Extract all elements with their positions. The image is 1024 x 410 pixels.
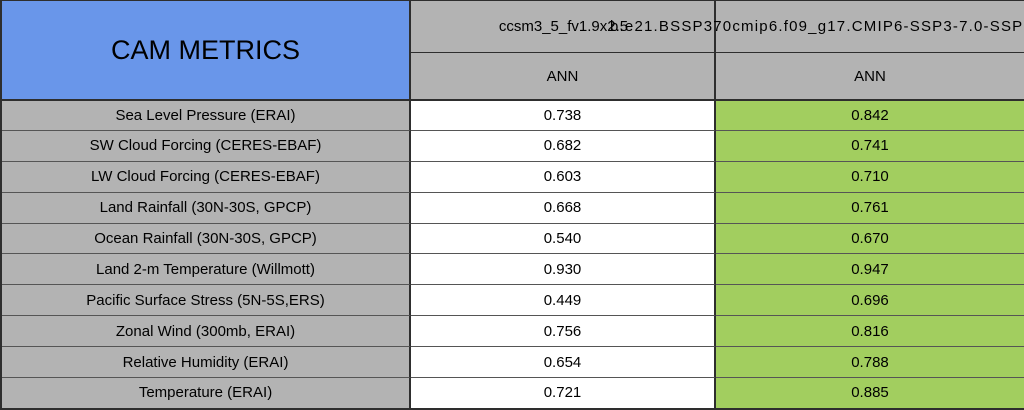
page-title: CAM METRICS	[2, 1, 411, 99]
value-model-2: 0.696	[716, 284, 1024, 316]
model-header-cell-1	[411, 1, 716, 52]
value-model-1: 0.930	[411, 253, 716, 285]
metric-label: LW Cloud Forcing (CERES-EBAF)	[2, 160, 411, 192]
value-model-1: 0.449	[411, 284, 716, 316]
metric-label: Zonal Wind (300mb, ERAI)	[2, 315, 411, 347]
metric-label: Relative Humidity (ERAI)	[2, 346, 411, 378]
value-model-1: 0.738	[411, 99, 716, 130]
season-header-1: ANN	[411, 52, 716, 99]
metric-label: Land Rainfall (30N-30S, GPCP)	[2, 191, 411, 223]
metric-label: Pacific Surface Stress (5N-5S,ERS)	[2, 284, 411, 316]
value-model-2: 0.885	[716, 377, 1024, 408]
metric-label: SW Cloud Forcing (CERES-EBAF)	[2, 129, 411, 161]
value-model-1: 0.756	[411, 315, 716, 347]
metric-label: Land 2-m Temperature (Willmott)	[2, 253, 411, 285]
season-header-2: ANN	[716, 52, 1024, 99]
value-model-2: 0.788	[716, 346, 1024, 378]
value-model-1: 0.721	[411, 377, 716, 408]
value-model-2: 0.670	[716, 222, 1024, 254]
value-model-2: 0.947	[716, 253, 1024, 285]
value-model-1: 0.682	[411, 129, 716, 161]
value-model-1: 0.668	[411, 191, 716, 223]
value-model-1: 0.603	[411, 160, 716, 192]
metric-label: Ocean Rainfall (30N-30S, GPCP)	[2, 222, 411, 254]
model-header-cell-2	[716, 1, 1024, 52]
metric-label: Temperature (ERAI)	[2, 377, 411, 408]
value-model-2: 0.761	[716, 191, 1024, 223]
metric-label: Sea Level Pressure (ERAI)	[2, 99, 411, 130]
value-model-2: 0.741	[716, 129, 1024, 161]
value-model-1: 0.540	[411, 222, 716, 254]
value-model-2: 0.816	[716, 315, 1024, 347]
value-model-2: 0.710	[716, 160, 1024, 192]
value-model-1: 0.654	[411, 346, 716, 378]
value-model-2: 0.842	[716, 99, 1024, 130]
